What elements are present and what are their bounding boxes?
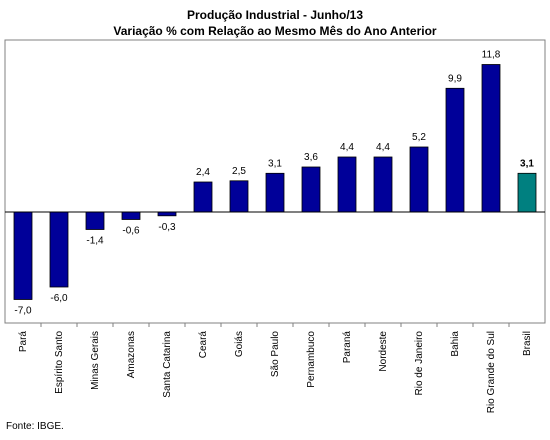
bar-amazonas <box>121 211 141 220</box>
value-label: 5,2 <box>412 132 426 143</box>
category-label: Nordeste <box>378 331 389 372</box>
value-label: 3,1 <box>268 158 282 169</box>
value-label: 4,4 <box>340 142 354 153</box>
category-label: Pernambuco <box>306 331 317 388</box>
bar-par- <box>13 211 33 300</box>
bar-nordeste <box>373 156 393 213</box>
value-label: 11,8 <box>482 50 501 61</box>
value-label: -7,0 <box>14 306 32 317</box>
value-label: -6,0 <box>50 293 68 304</box>
bar-minas-gerais <box>85 211 105 230</box>
bar-cear- <box>193 181 213 213</box>
category-label: Amazonas <box>126 331 137 378</box>
bar-santa-catarina <box>157 211 177 217</box>
category-label: Goiás <box>234 331 245 357</box>
bar-esp-rito-santo <box>49 211 69 288</box>
bar-paran- <box>337 156 357 213</box>
category-label: Paraná <box>342 331 353 364</box>
category-label: Santa Catarina <box>162 331 173 398</box>
category-label: Rio de Janeiro <box>414 331 425 396</box>
chart-title: Produção Industrial - Junho/13 <box>186 8 364 22</box>
category-label: São Paulo <box>270 331 281 378</box>
bar-brasil <box>517 172 537 213</box>
value-label: -0,3 <box>158 222 176 233</box>
value-label: 9,9 <box>448 73 462 84</box>
category-label: Ceará <box>198 331 209 359</box>
value-label: -1,4 <box>86 236 104 247</box>
category-labels-group: Pará Espírito Santo Minas Gerais Amazonas Sa… <box>18 323 533 413</box>
category-label: Espírito Santo <box>54 331 65 394</box>
value-label: 2,4 <box>196 167 210 178</box>
value-label: 3,6 <box>304 152 318 163</box>
value-labels-group: -7,0 -6,0 -1,4 -0,6 -0,3 2,4 2,5 3,1 3,6 4,4 4,4 5,… <box>14 50 534 317</box>
category-label: Brasil <box>522 331 533 356</box>
bar-goi-s <box>229 180 249 213</box>
value-label: 2,5 <box>232 166 246 177</box>
chart-subtitle: Variação % com Relação ao Mesmo Mês do A… <box>113 24 437 38</box>
bar-rio-de-janeiro <box>409 146 429 213</box>
category-label: Bahia <box>450 331 461 357</box>
source-note: Fonte: IBGE. <box>6 421 64 432</box>
category-label: Rio Grande do Sul <box>486 331 497 413</box>
bar-s-o-paulo <box>265 172 285 213</box>
category-label: Minas Gerais <box>90 331 101 390</box>
value-label: 3,1 <box>520 158 534 169</box>
bar-pernambuco <box>301 166 321 213</box>
bar-rio-grande-do-sul <box>481 64 501 213</box>
value-label: 4,4 <box>376 142 390 153</box>
bar-bahia <box>445 87 465 213</box>
value-label: -0,6 <box>122 226 140 237</box>
category-label: Pará <box>18 331 29 353</box>
